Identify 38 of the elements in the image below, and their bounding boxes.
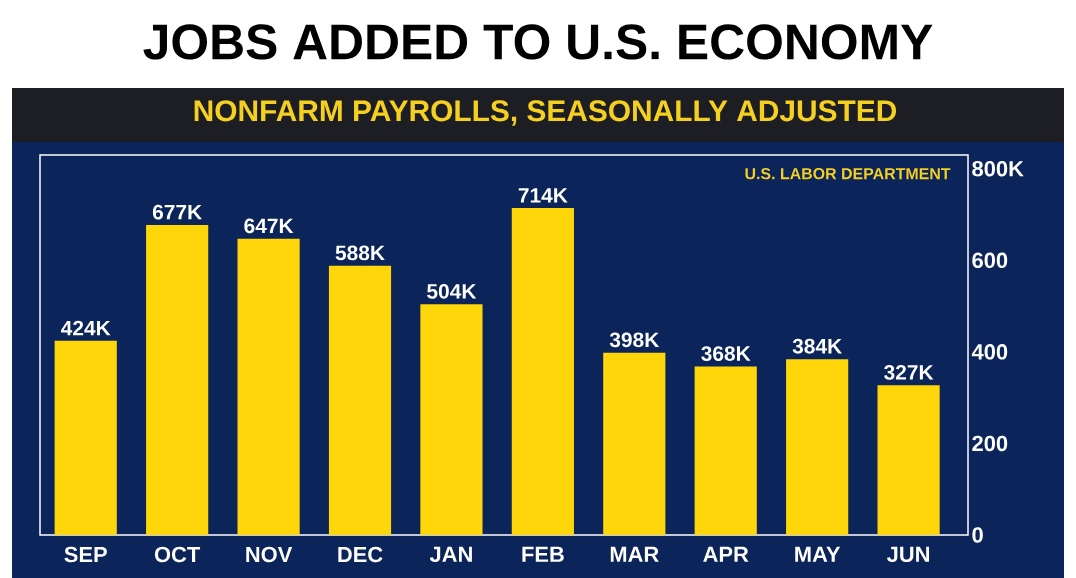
x-tick-label: APR	[703, 546, 749, 562]
x-tick-label: NOV	[246, 546, 293, 563]
bar	[877, 385, 940, 535]
bar	[694, 366, 757, 535]
x-tick-label: FEB	[522, 546, 564, 562]
data-label: 327K	[884, 364, 934, 380]
data-label: 384K	[792, 338, 842, 354]
y-tick-label: 600	[972, 252, 1008, 269]
bar	[511, 208, 574, 535]
data-label: 714K	[518, 188, 568, 203]
y-tick-label: 200	[972, 435, 1008, 452]
bar	[328, 265, 392, 535]
chart-subtitle: NONFARM PAYROLLS, SEASONALLY ADJUSTED	[194, 100, 897, 126]
data-label: 647K	[244, 218, 294, 234]
data-label: 424K	[61, 320, 111, 336]
x-tick-label: MAR	[610, 546, 659, 562]
data-label: 368K	[701, 346, 751, 361]
x-tick-label: SEP	[64, 546, 107, 563]
bar	[603, 352, 666, 535]
bar	[54, 340, 117, 535]
bar	[786, 359, 849, 535]
x-tick-label: DEC	[338, 546, 383, 563]
data-label: 588K	[335, 245, 385, 261]
chart-title: JOBS ADDED TO U.S. ECONOMY	[143, 24, 933, 60]
y-tick-label: 0	[972, 527, 983, 543]
data-label: 677K	[152, 204, 202, 220]
x-tick-label: JAN	[429, 546, 472, 563]
bar	[420, 304, 483, 535]
bar	[237, 238, 300, 535]
data-label: 398K	[609, 332, 660, 348]
annotation: U.S. LABOR DEPARTMENT	[745, 168, 951, 180]
bar	[146, 225, 209, 535]
y-tick-label: 800K	[972, 160, 1024, 177]
x-tick-label: JUN	[886, 546, 930, 563]
x-tick-label: OCT	[154, 546, 201, 563]
y-tick-label: 400	[971, 344, 1008, 360]
x-tick-label: MAY	[795, 546, 841, 562]
data-label: 504K	[427, 283, 477, 299]
